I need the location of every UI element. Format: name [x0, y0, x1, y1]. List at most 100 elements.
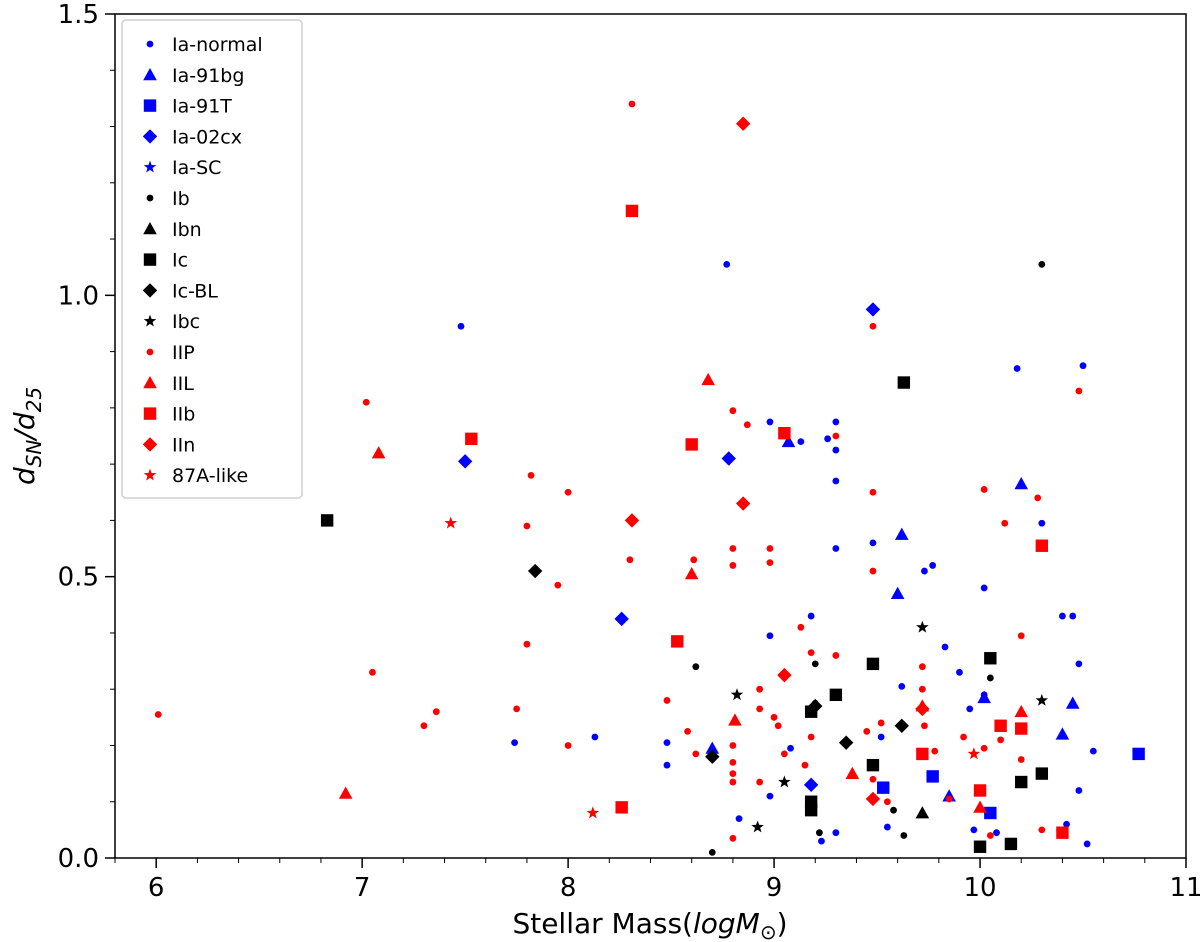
data-point	[894, 718, 909, 733]
data-point	[766, 792, 774, 800]
data-point	[916, 620, 929, 633]
data-point	[993, 829, 1000, 837]
data-point	[960, 733, 967, 741]
data-point	[766, 545, 774, 552]
data-point	[921, 722, 928, 730]
data-point	[918, 685, 926, 693]
legend-marker	[142, 129, 158, 144]
x-tick-label: 10	[963, 873, 996, 903]
data-point	[420, 722, 428, 730]
series-ibn	[915, 806, 930, 819]
data-point	[894, 527, 909, 540]
data-point	[692, 750, 700, 758]
data-point	[465, 432, 478, 446]
data-point	[701, 372, 715, 386]
legend-entry: Ia-normal	[146, 34, 263, 56]
data-point	[832, 652, 840, 659]
data-point	[900, 832, 908, 839]
data-point	[564, 488, 572, 496]
data-point	[832, 829, 840, 837]
data-point	[890, 806, 897, 814]
data-point	[973, 784, 987, 797]
data-point	[766, 559, 774, 566]
x-tick-label: 11	[1169, 873, 1200, 903]
legend-entry: Ic	[143, 250, 188, 272]
data-point	[1056, 826, 1069, 839]
data-point	[807, 733, 815, 741]
data-point	[723, 260, 731, 268]
data-point	[729, 407, 737, 415]
data-point	[729, 758, 737, 766]
y-axis-label: dSN/d25	[8, 387, 46, 485]
legend-marker	[143, 407, 157, 420]
legend-box	[121, 19, 303, 499]
data-point	[614, 611, 629, 627]
data-point	[369, 668, 376, 676]
data-point	[1015, 775, 1028, 789]
data-point	[1035, 539, 1049, 552]
x-axis-label: Stellar Mass(logM⊙)	[512, 907, 787, 942]
legend-label: IIb	[172, 404, 195, 426]
data-point	[804, 803, 818, 817]
data-point	[1059, 612, 1066, 620]
legend-entry: IIn	[142, 434, 195, 456]
data-point	[766, 632, 774, 640]
data-point	[729, 770, 737, 777]
data-point	[721, 451, 736, 466]
legend-marker	[142, 437, 158, 452]
data-point	[778, 775, 791, 788]
data-point	[980, 744, 988, 752]
data-point	[663, 739, 671, 747]
legend-label: Ibn	[172, 219, 202, 241]
data-point	[685, 438, 698, 451]
data-point	[320, 514, 334, 527]
data-point	[931, 747, 939, 755]
data-point	[778, 426, 791, 440]
legend-marker	[143, 222, 157, 235]
series-ic-bl	[527, 563, 909, 764]
data-point	[1034, 494, 1042, 502]
data-point	[956, 668, 963, 676]
data-point	[897, 376, 911, 389]
legend-marker	[146, 348, 154, 356]
data-point	[513, 705, 521, 713]
data-point	[807, 649, 815, 657]
legend-marker	[143, 160, 157, 173]
legend-label: Ic	[172, 250, 188, 272]
data-point	[915, 806, 930, 819]
legend-marker	[142, 283, 158, 298]
legend-marker	[143, 468, 157, 481]
x-tick-label: 8	[560, 873, 577, 903]
legend-entry: Ia-91T	[143, 96, 232, 118]
data-point	[845, 766, 860, 780]
data-point	[527, 471, 535, 479]
data-point	[877, 719, 885, 727]
legend-entry: Ic-BL	[142, 280, 218, 302]
legend-label: Ia-02cx	[172, 126, 242, 148]
data-point	[663, 697, 671, 704]
y-tick-label: 1.0	[58, 281, 99, 311]
x-tick-label: 9	[766, 873, 783, 903]
data-point	[735, 496, 751, 511]
data-points	[154, 100, 1145, 856]
data-point	[1017, 756, 1025, 763]
series-iib	[465, 204, 1069, 839]
data-point	[684, 728, 691, 735]
data-point	[1075, 787, 1083, 794]
legend-entry: Ibn	[143, 219, 202, 241]
data-point	[807, 612, 815, 620]
data-point	[705, 749, 720, 764]
data-point	[811, 660, 819, 668]
legend-label: IIn	[172, 434, 195, 456]
legend-marker	[146, 194, 154, 202]
series-iip	[154, 100, 1083, 842]
data-point	[941, 643, 949, 651]
legend-marker	[143, 376, 157, 389]
data-point	[803, 777, 819, 793]
data-point	[1089, 747, 1097, 755]
series-ibc	[730, 620, 1049, 833]
data-point	[1055, 727, 1070, 740]
data-point	[801, 761, 809, 769]
data-point	[829, 688, 843, 702]
